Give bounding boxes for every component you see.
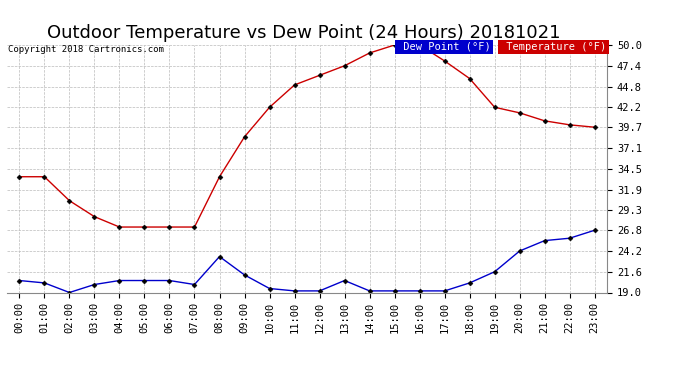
Text: Outdoor Temperature vs Dew Point (24 Hours) 20181021: Outdoor Temperature vs Dew Point (24 Hou… [47, 24, 560, 42]
Text: Copyright 2018 Cartronics.com: Copyright 2018 Cartronics.com [8, 45, 164, 54]
Text: Dew Point (°F): Dew Point (°F) [397, 42, 491, 52]
Text: Temperature (°F): Temperature (°F) [500, 42, 607, 52]
